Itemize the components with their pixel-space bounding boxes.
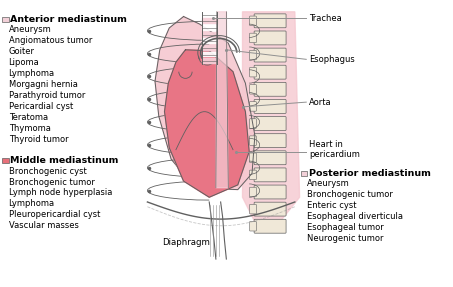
Polygon shape [202, 18, 217, 23]
FancyBboxPatch shape [254, 185, 286, 199]
FancyBboxPatch shape [250, 204, 256, 214]
Polygon shape [202, 58, 217, 63]
Text: Diaphragm: Diaphragm [163, 238, 210, 247]
Text: Lipoma: Lipoma [9, 58, 39, 67]
Text: Esophageal tumor: Esophageal tumor [307, 223, 384, 232]
FancyBboxPatch shape [250, 85, 256, 94]
FancyBboxPatch shape [254, 100, 286, 113]
FancyBboxPatch shape [250, 222, 256, 231]
FancyBboxPatch shape [250, 119, 256, 128]
Text: Heart in
pericardium: Heart in pericardium [309, 140, 360, 159]
Text: Lymph node hyperplasia: Lymph node hyperplasia [9, 189, 112, 197]
Text: Goiter: Goiter [9, 47, 34, 56]
FancyBboxPatch shape [250, 153, 256, 162]
FancyBboxPatch shape [250, 187, 256, 197]
Polygon shape [202, 45, 217, 50]
FancyBboxPatch shape [254, 202, 286, 216]
FancyBboxPatch shape [254, 14, 286, 28]
Polygon shape [155, 17, 255, 190]
Bar [300, 170, 307, 176]
Polygon shape [216, 12, 228, 188]
FancyBboxPatch shape [250, 16, 256, 26]
Text: Pleuropericardial cyst: Pleuropericardial cyst [9, 210, 100, 219]
FancyBboxPatch shape [254, 82, 286, 96]
Polygon shape [202, 32, 217, 36]
Text: Bronchogenic tumor: Bronchogenic tumor [9, 178, 94, 187]
Text: Morgagni hernia: Morgagni hernia [9, 80, 77, 89]
FancyBboxPatch shape [250, 102, 256, 111]
Text: Trachea: Trachea [309, 14, 342, 23]
FancyBboxPatch shape [254, 48, 286, 62]
Text: Angiomatous tumor: Angiomatous tumor [9, 36, 92, 45]
Text: Enteric cyst: Enteric cyst [307, 201, 357, 210]
FancyBboxPatch shape [254, 31, 286, 45]
Text: Aneurysm: Aneurysm [307, 179, 350, 189]
Text: Thyroid tumor: Thyroid tumor [9, 135, 68, 144]
Polygon shape [202, 52, 217, 57]
FancyBboxPatch shape [250, 33, 256, 43]
Text: Neurogenic tumor: Neurogenic tumor [307, 234, 384, 243]
Polygon shape [242, 12, 299, 226]
FancyBboxPatch shape [254, 219, 286, 233]
FancyBboxPatch shape [250, 50, 256, 60]
Polygon shape [202, 12, 217, 17]
FancyBboxPatch shape [254, 168, 286, 182]
Text: Aneurysm: Aneurysm [9, 25, 51, 34]
Text: Teratoma: Teratoma [9, 113, 48, 122]
Text: Thymoma: Thymoma [9, 124, 50, 133]
FancyBboxPatch shape [254, 65, 286, 79]
Text: Middle mediastinum: Middle mediastinum [10, 156, 119, 165]
Bar [2, 17, 9, 22]
Polygon shape [202, 38, 217, 43]
Text: Lymphoma: Lymphoma [9, 199, 55, 208]
Text: Esophageal diverticula: Esophageal diverticula [307, 212, 403, 221]
FancyBboxPatch shape [250, 67, 256, 77]
Text: Parathyroid tumor: Parathyroid tumor [9, 91, 85, 100]
Polygon shape [164, 50, 249, 197]
Text: Aorta: Aorta [309, 98, 332, 107]
FancyBboxPatch shape [254, 151, 286, 165]
Text: Anterior mediastinum: Anterior mediastinum [10, 15, 127, 24]
Polygon shape [202, 25, 217, 30]
Text: Pericardial cyst: Pericardial cyst [9, 102, 73, 111]
FancyBboxPatch shape [250, 170, 256, 180]
FancyBboxPatch shape [250, 136, 256, 146]
Text: Bronchogenic cyst: Bronchogenic cyst [9, 166, 87, 176]
Text: Lymphoma: Lymphoma [9, 69, 55, 78]
FancyBboxPatch shape [254, 117, 286, 131]
Bar [2, 158, 9, 164]
Text: Vascular masses: Vascular masses [9, 221, 78, 230]
Text: Posterior mediastinum: Posterior mediastinum [309, 169, 431, 178]
Text: Esophagus: Esophagus [309, 55, 355, 64]
Text: Bronchogenic tumor: Bronchogenic tumor [307, 190, 393, 199]
FancyBboxPatch shape [254, 134, 286, 148]
